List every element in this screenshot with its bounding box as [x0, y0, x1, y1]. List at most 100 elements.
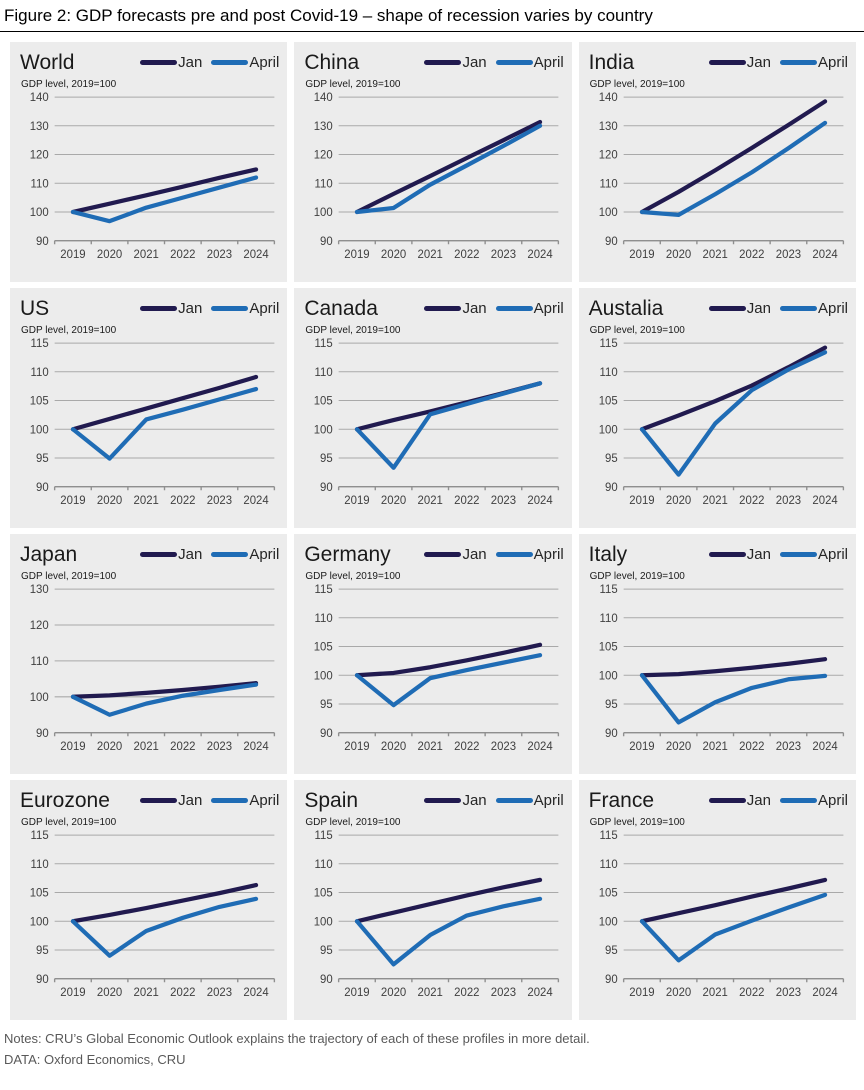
svg-text:110: 110 — [599, 613, 617, 625]
axis-unit-label: GDP level, 2019=100 — [305, 817, 401, 829]
svg-text:2022: 2022 — [739, 495, 764, 507]
axis-unit-label: GDP level, 2019=100 — [589, 79, 685, 91]
svg-text:130: 130 — [314, 121, 333, 133]
legend-label-april: April — [533, 546, 564, 564]
svg-text:120: 120 — [30, 620, 49, 632]
jan-line-swatch-icon — [424, 60, 462, 65]
svg-text:2019: 2019 — [345, 987, 370, 999]
svg-text:90: 90 — [605, 728, 618, 740]
svg-text:2023: 2023 — [775, 495, 800, 507]
legend: Jan April — [140, 546, 279, 563]
svg-text:2021: 2021 — [418, 741, 443, 753]
svg-text:110: 110 — [31, 656, 49, 668]
svg-text:120: 120 — [598, 150, 617, 162]
axis-unit-label: GDP level, 2019=100 — [305, 571, 401, 583]
panel-title: Spain — [304, 789, 359, 812]
panel-title: China — [304, 51, 360, 74]
svg-text:110: 110 — [315, 859, 333, 871]
axis-unit-label: GDP level, 2019=100 — [305, 79, 401, 91]
svg-text:95: 95 — [320, 945, 333, 957]
panel-title: World — [20, 51, 75, 74]
svg-text:105: 105 — [30, 396, 49, 408]
panel-title: Italy — [588, 543, 628, 566]
svg-text:95: 95 — [36, 945, 49, 957]
svg-text:2022: 2022 — [739, 987, 764, 999]
legend: Jan April — [708, 300, 848, 317]
april-line-swatch-icon — [211, 798, 249, 803]
line-chart-china: 90 100 110 120 130 140 2019 2020 2021 2022 2023 202… — [314, 92, 560, 261]
legend-label-april: April — [249, 792, 280, 810]
svg-text:2023: 2023 — [207, 741, 232, 753]
svg-text:90: 90 — [605, 482, 618, 494]
svg-text:140: 140 — [598, 92, 617, 104]
figure-title: Figure 2: GDP forecasts pre and post Cov… — [0, 0, 864, 32]
panel-title: Germany — [304, 543, 391, 566]
figure-source: DATA: Oxford Economics, CRU — [4, 1051, 186, 1067]
legend-label-jan: Jan — [462, 300, 487, 318]
svg-text:2024: 2024 — [528, 249, 554, 261]
svg-text:2020: 2020 — [666, 987, 691, 999]
line-chart-india: 90 100 110 120 130 140 2019 2020 2021 2022 2023 202… — [598, 92, 844, 261]
svg-text:2021: 2021 — [418, 249, 443, 261]
svg-text:2021: 2021 — [134, 987, 159, 999]
jan-line-swatch-icon — [140, 552, 178, 557]
svg-text:2020: 2020 — [97, 495, 122, 507]
legend: Jan April — [708, 54, 848, 71]
chart-panel-australia: Austalia Jan April GDP level, 2019=100 9… — [578, 288, 856, 528]
chart-panel-china: China Jan April GDP level, 2019=100 90 10… — [294, 42, 572, 282]
panel-title: Japan — [20, 543, 78, 566]
svg-text:2023: 2023 — [207, 249, 232, 261]
jan-line-swatch-icon — [708, 552, 746, 557]
chart-grid: World Jan April GDP level, 2019=100 90 10… — [10, 42, 856, 1020]
svg-text:105: 105 — [314, 888, 333, 900]
svg-text:2023: 2023 — [775, 987, 800, 999]
svg-text:2019: 2019 — [60, 495, 85, 507]
line-chart-germany: 90 95 100 105 110 115 2019 2020 2021 2022 2023 2024 — [314, 584, 560, 753]
svg-text:2022: 2022 — [739, 741, 764, 753]
svg-text:2023: 2023 — [775, 741, 800, 753]
jan-line-swatch-icon — [424, 798, 462, 803]
april-line-swatch-icon — [779, 306, 817, 311]
svg-text:2020: 2020 — [381, 987, 406, 999]
svg-text:115: 115 — [599, 338, 617, 350]
legend: Jan April — [424, 54, 564, 72]
legend-label-jan: Jan — [178, 792, 203, 810]
legend-label-april: April — [533, 792, 564, 810]
svg-text:110: 110 — [315, 178, 333, 190]
legend-label-jan: Jan — [178, 546, 203, 564]
panel-title: Canada — [304, 297, 378, 320]
legend-label-jan: Jan — [178, 300, 203, 318]
svg-text:115: 115 — [599, 584, 617, 596]
line-chart-japan: 90 100 110 120 130 2019 2020 2021 2022 2023 2024 — [30, 584, 276, 753]
svg-text:130: 130 — [30, 584, 49, 596]
svg-text:2023: 2023 — [491, 987, 516, 999]
legend-label-jan: Jan — [178, 54, 203, 72]
svg-text:2023: 2023 — [207, 495, 232, 507]
svg-text:2024: 2024 — [243, 741, 269, 753]
svg-text:105: 105 — [30, 888, 49, 900]
legend-label-april: April — [817, 546, 848, 564]
jan-line-swatch-icon — [424, 552, 462, 557]
chart-panel-eurozone: Eurozone Jan April GDP level, 2019=100 9… — [10, 780, 288, 1020]
svg-text:100: 100 — [598, 670, 617, 682]
chart-panel-spain: Spain Jan April GDP level, 2019=100 90 95… — [294, 780, 572, 1020]
april-line-swatch-icon — [495, 552, 533, 557]
chart-panel-japan: Japan Jan April GDP level, 2019=100 90 10… — [10, 534, 288, 774]
svg-text:115: 115 — [31, 830, 49, 842]
svg-text:2023: 2023 — [207, 987, 232, 999]
line-chart-spain: 90 95 100 105 110 115 2019 2020 2021 2022 2023 2024 — [314, 830, 560, 999]
svg-text:2022: 2022 — [454, 741, 479, 753]
april-line-swatch-icon — [495, 798, 533, 803]
svg-text:115: 115 — [31, 338, 49, 350]
axis-unit-label: GDP level, 2019=100 — [21, 817, 117, 829]
legend-label-april: April — [533, 54, 564, 72]
legend: Jan April — [424, 792, 564, 810]
svg-text:105: 105 — [598, 888, 617, 900]
svg-text:115: 115 — [315, 830, 333, 842]
svg-text:115: 115 — [315, 338, 333, 350]
svg-text:2021: 2021 — [418, 987, 443, 999]
legend-label-april: April — [817, 792, 848, 810]
svg-text:110: 110 — [599, 367, 617, 379]
line-chart-australia: 90 95 100 105 110 115 2019 2020 2021 2022 2023 2024 — [598, 338, 844, 507]
svg-text:95: 95 — [320, 699, 333, 711]
